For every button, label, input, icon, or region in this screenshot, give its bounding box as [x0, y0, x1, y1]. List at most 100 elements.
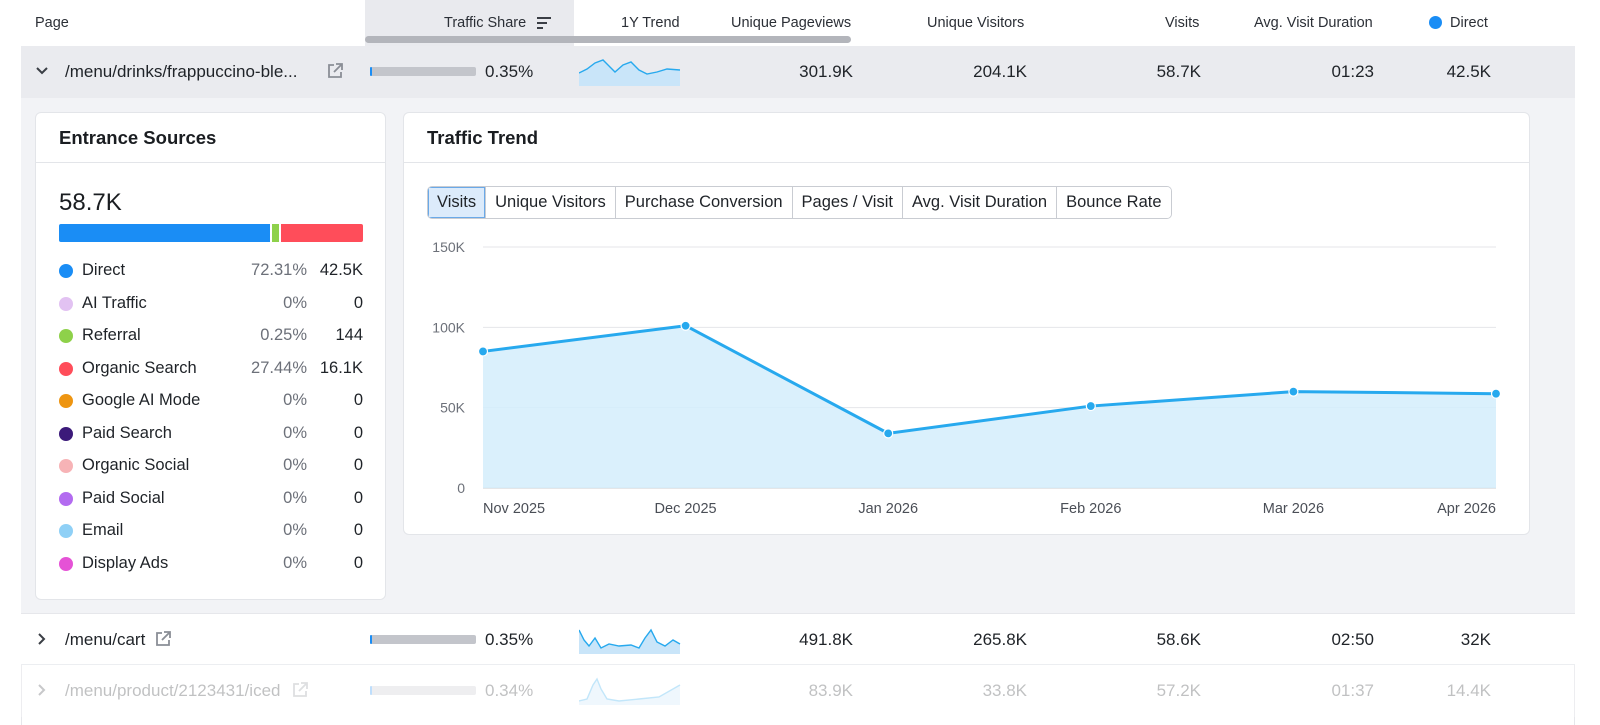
source-color-dot [59, 329, 73, 343]
source-value: 0 [353, 391, 363, 409]
col-traffic-share-header[interactable]: Traffic Share [444, 15, 552, 31]
source-percent: 0.25% [260, 326, 307, 344]
external-link-icon[interactable] [326, 62, 344, 80]
col-unique-visitors-header[interactable]: Unique Visitors [927, 15, 1025, 31]
source-value: 16.1K [319, 358, 363, 377]
source-percent: 0% [283, 293, 307, 312]
source-item[interactable]: Direct 72.31% 42.5K [59, 260, 363, 284]
source-label: Direct [82, 261, 126, 279]
direct-legend-dot [1429, 16, 1442, 29]
x-tick-label: Apr 2026 [1437, 501, 1496, 517]
series-line [482, 324, 1497, 435]
source-item[interactable]: Google AI Mode 0% 0 [59, 390, 363, 414]
page-link[interactable]: /menu/drinks/frappuccino-ble... [65, 62, 298, 81]
source-item[interactable]: Display Ads 0% 0 [59, 553, 363, 577]
entrance-sources-title: Entrance Sources [36, 113, 385, 163]
data-point[interactable] [477, 346, 489, 357]
area-fill [483, 325, 1496, 488]
source-item[interactable]: AI Traffic 0% 0 [59, 293, 363, 317]
source-value: 0 [353, 488, 363, 507]
source-value: 0 [353, 293, 363, 312]
sources-stacked-bar [59, 224, 363, 242]
source-label: Google AI Mode [82, 391, 201, 409]
x-tick-label: Jan 2026 [858, 501, 918, 517]
direct-value: 32K [1460, 630, 1491, 649]
source-color-dot [59, 556, 73, 571]
source-label: Paid Search [82, 423, 172, 442]
traffic-share-bar [370, 67, 476, 76]
tab-purchase-conversion[interactable]: Purchase Conversion [614, 187, 792, 218]
source-color-dot [59, 296, 73, 311]
source-label: Email [82, 521, 124, 539]
source-label: Organic Search [82, 358, 197, 377]
y-tick-label: 0 [457, 480, 465, 496]
data-point[interactable] [680, 320, 691, 331]
traffic-trend-title: Traffic Trend [404, 113, 1529, 163]
source-percent: 0% [283, 456, 307, 474]
visits-value: 58.6K [1156, 630, 1201, 649]
tab-avg-visit-duration[interactable]: Avg. Visit Duration [901, 187, 1057, 218]
source-percent: 72.31% [251, 261, 307, 279]
source-item[interactable]: Organic Search 27.44% 16.1K [59, 358, 363, 382]
table-row[interactable]: /menu/product/2123431/iced 0.34% 83.9K 3… [21, 665, 1575, 717]
source-color-dot [59, 361, 73, 376]
source-value: 144 [335, 326, 363, 344]
stacked-bar-referral[interactable] [272, 224, 279, 242]
traffic-trend-chart: 0 50K 100K 150K Nov 2025 Dec 2025 Jan 2026 Feb … [432, 239, 1502, 517]
page-link[interactable]: /menu/cart [65, 630, 146, 649]
tab-visits[interactable]: Visits [428, 187, 486, 218]
external-link-icon[interactable] [291, 681, 309, 699]
col-direct-header[interactable]: Direct [1429, 15, 1488, 31]
source-label: Organic Social [82, 456, 190, 474]
chevron-right-icon[interactable] [35, 632, 49, 646]
source-item[interactable]: Referral 0.25% 144 [59, 325, 363, 349]
chevron-right-icon[interactable] [35, 683, 49, 697]
source-color-dot [59, 524, 73, 538]
source-label: AI Traffic [82, 293, 147, 312]
table-row[interactable]: /menu/drinks/frappuccino-ble... 0.35% 30… [21, 46, 1575, 98]
tab-pages-per-visit[interactable]: Pages / Visit [791, 187, 902, 218]
chevron-down-icon[interactable] [35, 64, 49, 78]
source-item[interactable]: Organic Social 0% 0 [59, 455, 363, 479]
avg-visit-duration-value: 02:50 [1331, 630, 1374, 649]
col-visits-header[interactable]: Visits [1165, 15, 1200, 31]
external-link-icon[interactable] [154, 630, 172, 648]
stacked-bar-organic-search[interactable] [281, 224, 363, 242]
source-value: 0 [353, 456, 363, 474]
stacked-bar-direct[interactable] [59, 224, 270, 242]
metric-tabs: Visits Unique Visitors Purchase Conversi… [427, 186, 1172, 219]
table-row[interactable]: /menu/cart 0.35% 491.8K 265.8K 58.6K 02:… [21, 613, 1575, 665]
traffic-share-value: 0.34% [485, 681, 534, 700]
col-page-header[interactable]: Page [35, 15, 69, 31]
col-avg-visit-duration-header[interactable]: Avg. Visit Duration [1254, 15, 1373, 31]
tab-bounce-rate[interactable]: Bounce Rate [1056, 187, 1171, 218]
avg-visit-duration-value: 01:23 [1331, 62, 1374, 81]
y-tick-label: 50K [440, 400, 466, 416]
x-tick-label: Nov 2025 [483, 501, 545, 517]
horizontal-scrollbar[interactable] [365, 36, 851, 43]
trend-sparkline [579, 59, 681, 86]
x-tick-label: Dec 2025 [655, 501, 717, 517]
data-point[interactable] [883, 428, 894, 439]
source-percent: 0% [283, 553, 307, 572]
source-value: 0 [353, 553, 363, 572]
col-trend-header[interactable]: 1Y Trend [621, 15, 680, 31]
direct-value: 42.5K [1446, 62, 1491, 81]
traffic-share-bar-fill [370, 67, 372, 76]
tab-unique-visitors[interactable]: Unique Visitors [485, 187, 615, 218]
source-item[interactable]: Paid Search 0% 0 [59, 423, 363, 447]
col-unique-pageviews-header[interactable]: Unique Pageviews [731, 15, 852, 31]
sort-icon[interactable] [536, 16, 552, 30]
unique-visitors-value: 33.8K [982, 681, 1027, 700]
entrance-sources-card: Entrance Sources 58.7K Direct 72.31% 42.5K… [35, 112, 386, 600]
page-link[interactable]: /menu/product/2123431/iced [65, 681, 281, 700]
unique-pageviews-value: 301.9K [799, 62, 853, 81]
source-value: 0 [353, 423, 363, 442]
source-item[interactable]: Paid Social 0% 0 [59, 488, 363, 512]
stacked-bar-gap [279, 224, 281, 242]
data-point[interactable] [1085, 400, 1096, 412]
unique-visitors-value: 204.1K [973, 62, 1027, 81]
source-item[interactable]: Email 0% 0 [59, 520, 363, 544]
data-point[interactable] [1288, 386, 1299, 397]
data-point[interactable] [1490, 388, 1502, 399]
